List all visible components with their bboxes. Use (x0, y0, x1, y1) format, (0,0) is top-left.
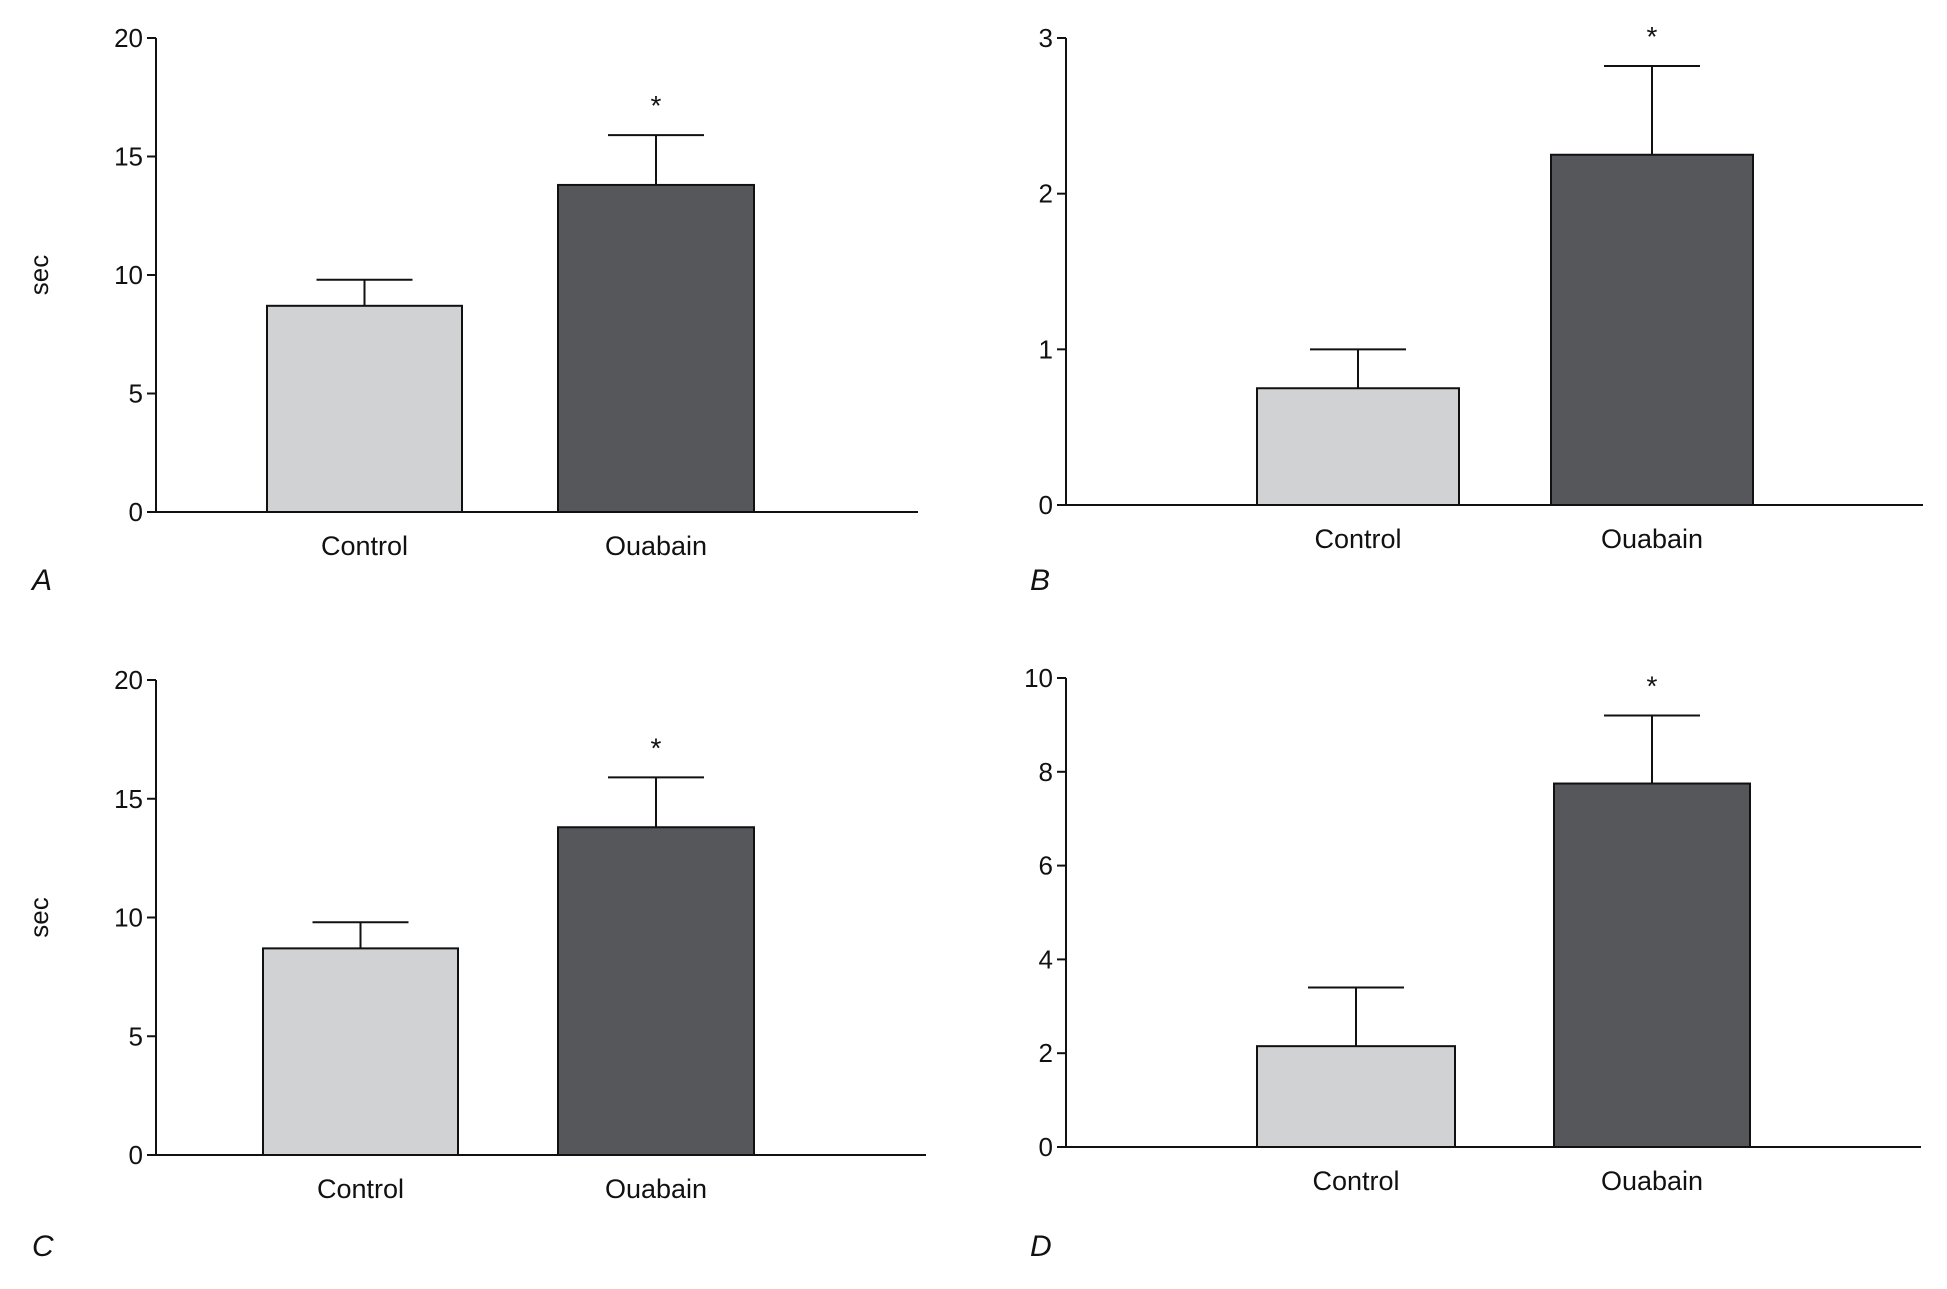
panel-letter-c: C (32, 1230, 54, 1263)
y-tick-label-d: 2 (1039, 1038, 1053, 1068)
y-axis-title-a: sec (24, 255, 54, 295)
y-tick-label-b: 1 (1039, 334, 1053, 364)
y-tick-label-c: 5 (129, 1021, 143, 1051)
panel-letter-a: A (30, 564, 52, 597)
category-label-ouabain-b: Ouabain (1601, 524, 1703, 554)
bar-ouabain-b (1550, 153, 1754, 506)
y-tick-label-b: 2 (1039, 179, 1053, 209)
y-tick-label-c: 20 (114, 665, 143, 695)
y-tick-label-d: 0 (1039, 1132, 1053, 1162)
panel-a: 0 5 10 15 20 Control * Ouabain sec A (24, 23, 918, 597)
significance-marker-b: * (1647, 21, 1658, 52)
y-tick-label-d: 8 (1039, 757, 1053, 787)
bar-control-d (1256, 1045, 1456, 1149)
y-tick-label-d: 6 (1039, 851, 1053, 881)
category-label-ouabain-d: Ouabain (1601, 1166, 1703, 1196)
bar-ouabain-d (1553, 782, 1751, 1149)
category-label-control-d: Control (1312, 1166, 1399, 1196)
y-tick-label-a: 15 (114, 142, 143, 172)
y-tick-label-d: 4 (1039, 944, 1053, 974)
bar-control-c (262, 947, 459, 1156)
y-tick-label-a: 10 (114, 260, 143, 290)
category-label-control-a: Control (321, 531, 408, 561)
y-tick-label-a: 20 (114, 23, 143, 53)
panel-d: 0 2 4 6 8 10 Control * Ouabain D (1024, 663, 1921, 1263)
y-axis-title-c: sec (24, 897, 54, 937)
panel-b: 0 1 2 3 Control * Ouabain B (1030, 21, 1923, 597)
bar-control-a (266, 304, 463, 513)
category-label-control-b: Control (1314, 524, 1401, 554)
bar-ouabain-a (557, 183, 755, 513)
y-tick-label-a: 5 (129, 379, 143, 409)
panel-letter-d: D (1030, 1230, 1052, 1263)
y-tick-label-a: 0 (129, 497, 143, 527)
category-label-ouabain-a: Ouabain (605, 531, 707, 561)
y-tick-label-d: 10 (1024, 663, 1053, 693)
significance-marker-d: * (1647, 671, 1658, 702)
bar-control-b (1256, 387, 1460, 506)
bar-ouabain-c (557, 826, 755, 1156)
y-tick-label-b: 0 (1039, 490, 1053, 520)
panel-letter-b: B (1030, 564, 1050, 597)
category-label-control-c: Control (317, 1174, 404, 1204)
y-tick-label-c: 15 (114, 784, 143, 814)
category-label-ouabain-c: Ouabain (605, 1174, 707, 1204)
significance-marker-c: * (651, 732, 662, 763)
significance-marker-a: * (651, 90, 662, 121)
y-tick-label-c: 0 (129, 1140, 143, 1170)
y-tick-label-c: 10 (114, 903, 143, 933)
panel-c: 0 5 10 15 20 Control * Ouabain sec C (24, 665, 926, 1263)
y-tick-label-b: 3 (1039, 23, 1053, 53)
